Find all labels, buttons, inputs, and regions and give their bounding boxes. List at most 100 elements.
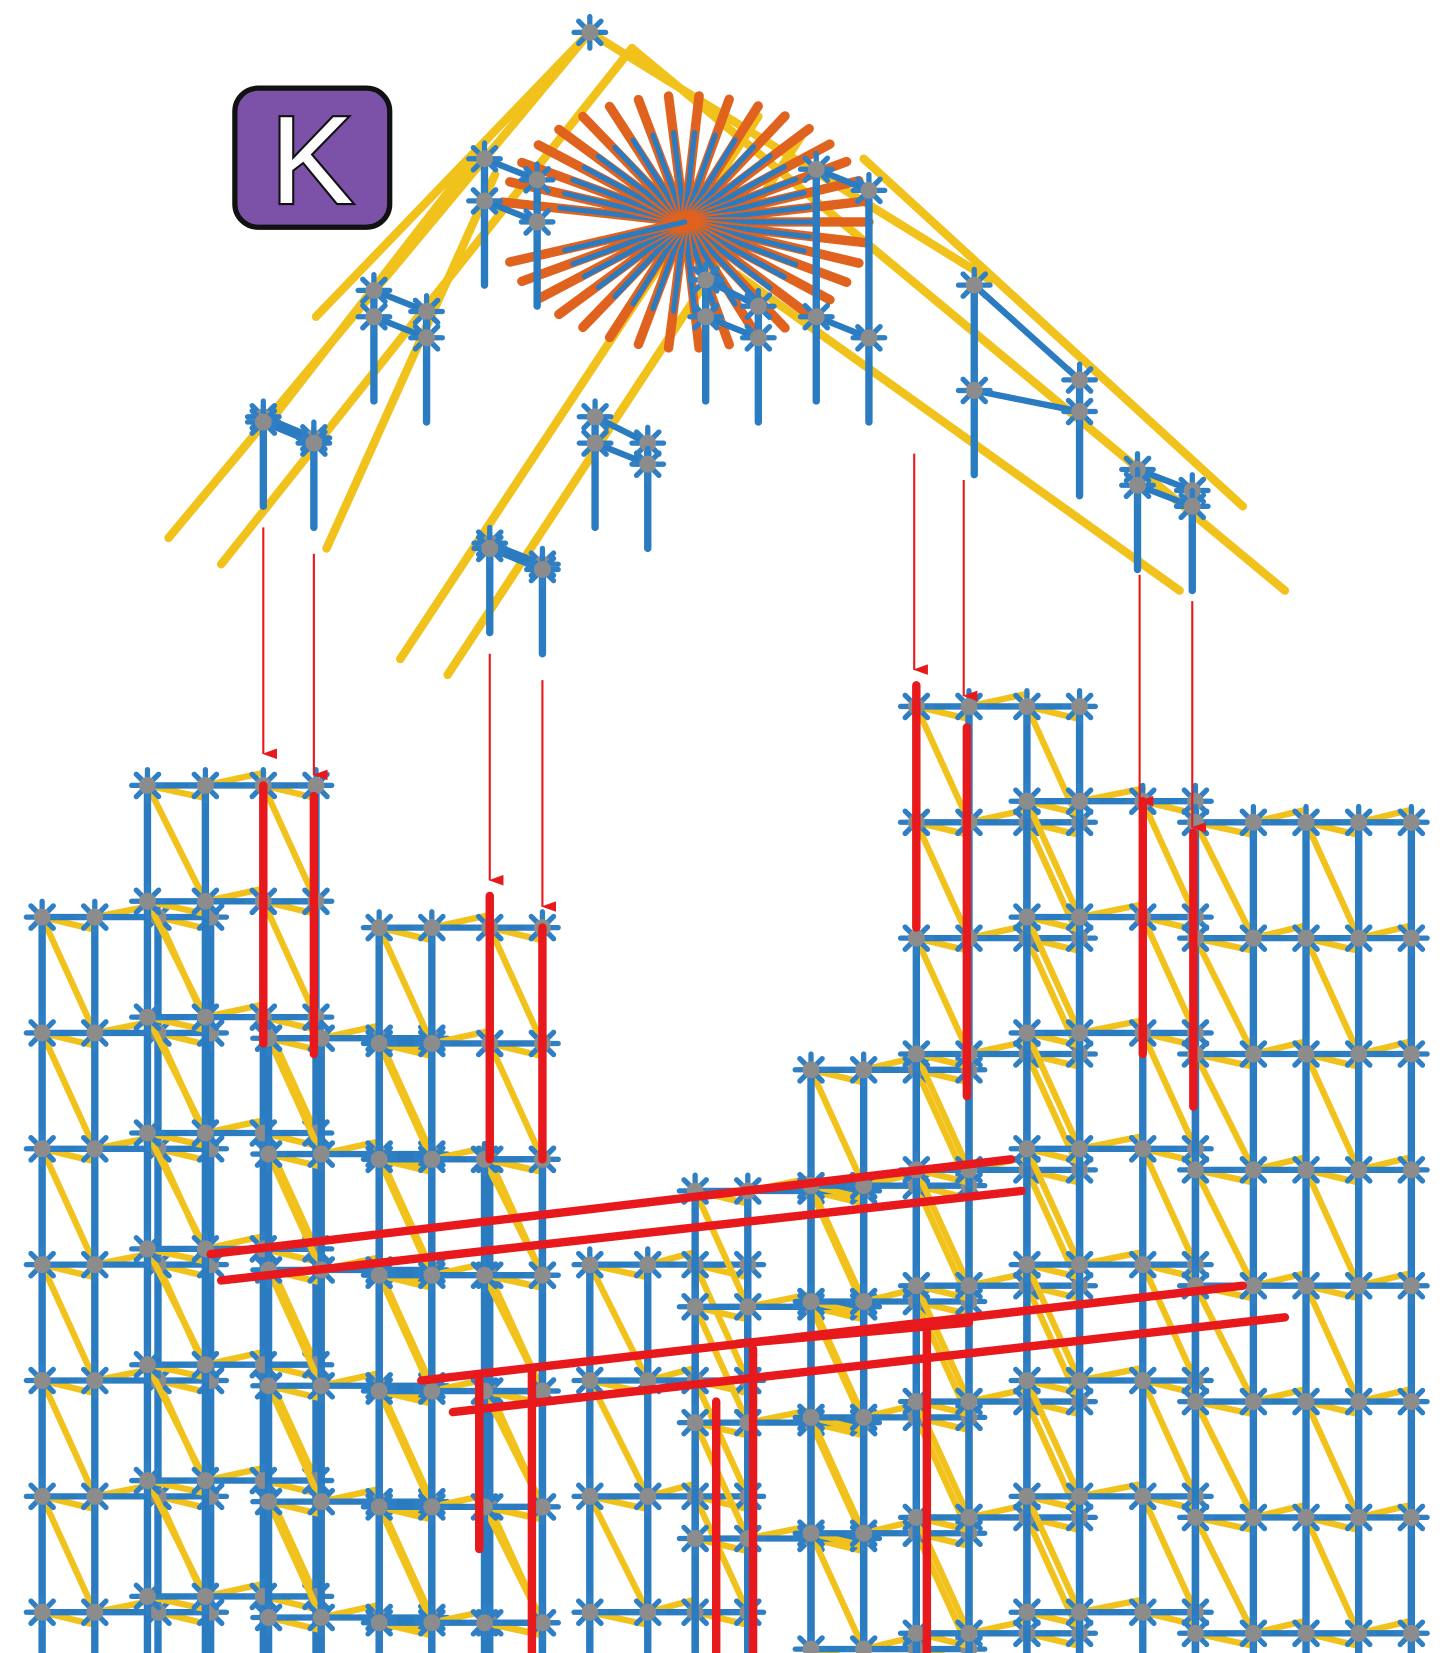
connector-hub — [1018, 1024, 1036, 1042]
connector-hub — [370, 1382, 388, 1400]
connector-hub — [639, 1256, 657, 1274]
diagonal-rod — [1302, 1166, 1362, 1289]
connector-hub — [312, 1609, 330, 1626]
diagonal-rod — [586, 1261, 651, 1384]
diagonal-rod — [691, 1261, 751, 1384]
connector-hub — [639, 1487, 657, 1505]
connector-hub — [1244, 813, 1262, 831]
connector-hub — [254, 413, 272, 431]
connector-hub — [33, 908, 51, 926]
connector-hub — [855, 1408, 873, 1426]
connector-hub — [907, 1045, 925, 1063]
connector-hub — [1244, 1624, 1262, 1642]
diagonal-rod — [38, 1261, 98, 1384]
roof-horizontal — [813, 313, 873, 341]
connector-hub — [1071, 1603, 1089, 1621]
connector-hub — [1350, 1509, 1368, 1526]
connector-hub — [1071, 1256, 1089, 1274]
connector-hub — [476, 1614, 493, 1632]
roof-horizontal — [702, 276, 762, 310]
diagonal-rod — [1192, 819, 1257, 942]
connector-hub — [1402, 1509, 1420, 1526]
diagonal-rod — [807, 1182, 867, 1305]
diagonal-rod — [1139, 913, 1199, 1037]
connector-hub — [1350, 1045, 1368, 1063]
connector-hub — [639, 434, 657, 452]
diagonal-rod — [260, 898, 320, 1021]
connector-hub — [855, 1640, 873, 1653]
diagonal-rod — [144, 1129, 209, 1253]
connector-hub — [581, 1487, 599, 1505]
roof-horizontal — [481, 155, 541, 183]
connector-hub — [586, 434, 604, 452]
connector-hub — [860, 329, 878, 347]
connector-hub — [1018, 1603, 1036, 1621]
connector-hub — [528, 213, 546, 231]
connector-hub — [1350, 1277, 1368, 1295]
diagonal-rod — [1192, 1398, 1257, 1521]
connector-hub — [1244, 1161, 1262, 1179]
connector-hub — [33, 1372, 51, 1389]
connector-hub — [423, 1498, 441, 1516]
diagonal-rod — [38, 913, 98, 1037]
connector-hub — [1244, 1509, 1262, 1526]
connector-hub — [960, 1509, 978, 1526]
badge-box — [232, 85, 393, 230]
connector-hub — [855, 1061, 873, 1079]
diagonal-rod — [1192, 1282, 1257, 1405]
connector-hub — [1297, 1624, 1315, 1642]
connector-hub — [139, 1008, 156, 1026]
roof-rod — [859, 154, 1248, 511]
connector-hub — [1071, 371, 1089, 389]
connector-hub — [1187, 813, 1204, 831]
connector-hub — [86, 1487, 104, 1505]
diagonal-rod — [1139, 1493, 1199, 1616]
connector-hub — [581, 1603, 599, 1621]
connector-hub — [639, 1372, 657, 1389]
diagonal-rod — [913, 934, 973, 1058]
connector-hub — [196, 776, 214, 794]
connector-hub — [1018, 792, 1036, 810]
diagonal-rod — [1139, 1029, 1199, 1152]
connector-hub — [581, 1372, 599, 1389]
connector-hub — [423, 1266, 441, 1284]
connector-hub — [1129, 476, 1146, 494]
connector-hub — [586, 408, 604, 426]
connector-hub — [965, 382, 983, 399]
connector-hub — [581, 1256, 599, 1274]
connector-hub — [581, 23, 599, 41]
diagonal-rod — [913, 1166, 973, 1289]
connector-hub — [86, 1372, 104, 1389]
connector-hub — [1244, 1393, 1262, 1410]
roof-horizontal — [702, 313, 762, 341]
diagonal-rod — [586, 1493, 651, 1616]
connector-hub — [1071, 1140, 1089, 1158]
connector-hub — [860, 181, 878, 199]
model-structure — [23, 13, 1430, 1653]
connector-hub — [1402, 1624, 1420, 1642]
connector-hub — [423, 1035, 441, 1052]
connector-hub — [86, 1140, 104, 1158]
connector-hub — [33, 1140, 51, 1158]
connector-hub — [260, 1493, 278, 1511]
connector-hub — [1071, 403, 1089, 420]
connector-hub — [1071, 908, 1089, 926]
connector-hub — [1187, 1624, 1204, 1642]
connector-hub — [305, 434, 323, 452]
connector-hub — [33, 1024, 51, 1042]
connector-hub — [423, 1382, 441, 1400]
diagonal-rod — [1023, 1377, 1083, 1500]
diagonal-rod — [1139, 798, 1199, 921]
connector-hub — [86, 1024, 104, 1042]
connector-hub — [139, 1124, 156, 1142]
connector-hub — [423, 919, 441, 937]
diagonal-rod — [1192, 934, 1257, 1058]
red-rod — [206, 1155, 1016, 1259]
diagonal-rod — [376, 1503, 435, 1626]
diagonal-rod — [1192, 1166, 1257, 1289]
diagonal-rod — [1139, 1145, 1199, 1268]
roof-horizontal — [591, 439, 651, 468]
connector-hub — [1187, 1509, 1204, 1526]
diagonal-rod — [691, 1493, 751, 1616]
connector-hub — [749, 329, 767, 347]
